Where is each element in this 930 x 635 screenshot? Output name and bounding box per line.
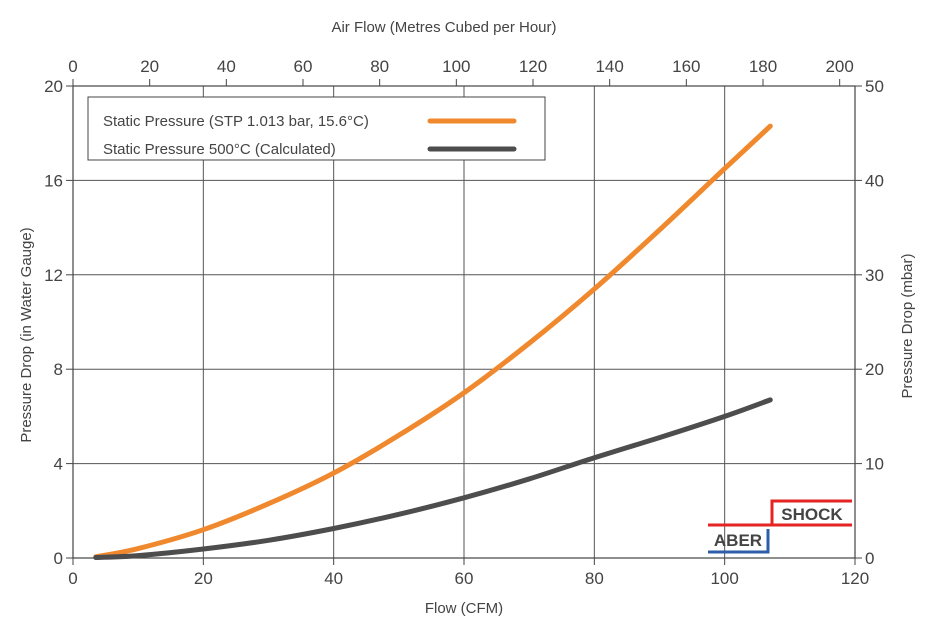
x-tick-label-3: 60 [455, 569, 474, 588]
abershock-logo: SHOCK ABER [708, 499, 852, 554]
y-right-tick-label-1: 10 [865, 455, 884, 474]
x-top-tick-label-8: 160 [672, 57, 700, 76]
y-axis-title: Pressure Drop (in Water Gauge) [18, 227, 35, 442]
series-line-0 [93, 123, 773, 560]
x-top-tick-label-4: 80 [370, 57, 389, 76]
x-top-tick-label-9: 180 [749, 57, 777, 76]
x-axis-title: Flow (CFM) [425, 600, 503, 617]
y-right-tick-label-3: 30 [865, 266, 884, 285]
logo-red-step [770, 499, 852, 525]
x-top-tick-label-7: 140 [595, 57, 623, 76]
x-tick-label-0: 0 [68, 569, 77, 588]
x-tick-label-5: 100 [710, 569, 738, 588]
logo-aber-text: ABER [714, 531, 762, 550]
y-tick-label-2: 8 [54, 360, 63, 379]
x-top-tick-label-5: 100 [442, 57, 470, 76]
series-lines [93, 123, 773, 561]
logo-blue-step [708, 529, 770, 554]
x-top-tick-label-2: 40 [217, 57, 236, 76]
legend-label-0: Static Pressure (STP 1.013 bar, 15.6°C) [103, 113, 369, 130]
y-right-tick-label-0: 0 [865, 549, 874, 568]
x-tick-label-2: 40 [324, 569, 343, 588]
x-top-tick-label-6: 120 [519, 57, 547, 76]
x-top-tick-label-0: 0 [68, 57, 77, 76]
legend-label-1: Static Pressure 500°C (Calculated) [103, 141, 336, 158]
legend: Static Pressure (STP 1.013 bar, 15.6°C) … [87, 96, 546, 161]
series-line-1 [93, 397, 773, 561]
x-top-axis-title: Air Flow (Metres Cubed per Hour) [331, 19, 556, 36]
y-tick-label-1: 4 [54, 455, 63, 474]
y-tick-label-5: 20 [44, 77, 63, 96]
y-right-axis-title: Pressure Drop (mbar) [899, 253, 916, 398]
y-tick-label-0: 0 [54, 549, 63, 568]
logo-shock-text: SHOCK [781, 505, 843, 524]
x-top-tick-label-1: 20 [140, 57, 159, 76]
x-top-tick-label-10: 200 [825, 57, 853, 76]
x-tick-label-1: 20 [194, 569, 213, 588]
x-top-tick-label-3: 60 [294, 57, 313, 76]
y-right-tick-label-5: 50 [865, 77, 884, 96]
y-right-tick-label-4: 40 [865, 171, 884, 190]
x-tick-label-4: 80 [585, 569, 604, 588]
y-right-tick-label-2: 20 [865, 360, 884, 379]
y-tick-label-3: 12 [44, 266, 63, 285]
x-tick-label-6: 120 [841, 569, 869, 588]
y-tick-label-4: 16 [44, 171, 63, 190]
